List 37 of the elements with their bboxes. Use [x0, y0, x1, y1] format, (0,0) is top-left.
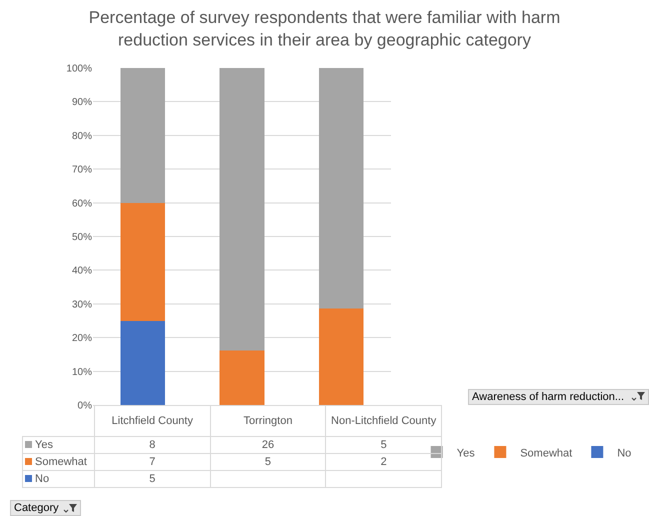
legend-label: No — [617, 447, 632, 460]
bar — [318, 308, 364, 405]
y-tick-label: 100% — [66, 64, 92, 74]
y-tick-label: 90% — [72, 97, 92, 108]
bar — [120, 320, 166, 405]
legend-label: Somewhat — [22, 454, 94, 470]
bar — [120, 202, 166, 321]
data-label: 26 — [210, 436, 326, 454]
legend-label: No — [22, 470, 94, 488]
category-label: Litchfield County — [94, 406, 210, 436]
legend-label: Yes — [22, 436, 94, 454]
legend-label: Somewhat — [520, 447, 572, 460]
y-tick-label: 70% — [72, 164, 92, 176]
bar — [220, 68, 264, 351]
y-tick-label: 50% — [72, 232, 92, 243]
y-tick-label: 30% — [72, 299, 92, 310]
data-label: 8 — [94, 436, 210, 454]
data-label: 5 — [94, 470, 210, 488]
data-label: 7 — [94, 454, 210, 470]
text: Category — [10, 500, 81, 516]
chart-title: Percentage of survey respondents that were familiar with harm reduction services in their area by geographic category — [88, 8, 560, 50]
category-label: Non-Litchfield County — [326, 406, 442, 436]
y-tick-label: 10% — [72, 366, 92, 378]
legend-label: Yes — [456, 447, 476, 460]
data-label: 2 — [326, 454, 442, 470]
bar — [318, 68, 364, 309]
y-tick-label: 40% — [72, 266, 92, 277]
legend-title: Awareness of harm reduction... — [468, 389, 649, 405]
data-label: 5 — [326, 436, 442, 454]
y-tick-label: 20% — [72, 333, 92, 344]
bar — [120, 68, 166, 203]
bar — [220, 350, 264, 405]
category-label: Torrington — [210, 406, 326, 436]
y-tick-label: 60% — [72, 198, 92, 210]
data-label: 5 — [210, 454, 326, 470]
y-tick-label: 80% — [72, 130, 92, 142]
y-tick-label: 0% — [78, 400, 92, 412]
